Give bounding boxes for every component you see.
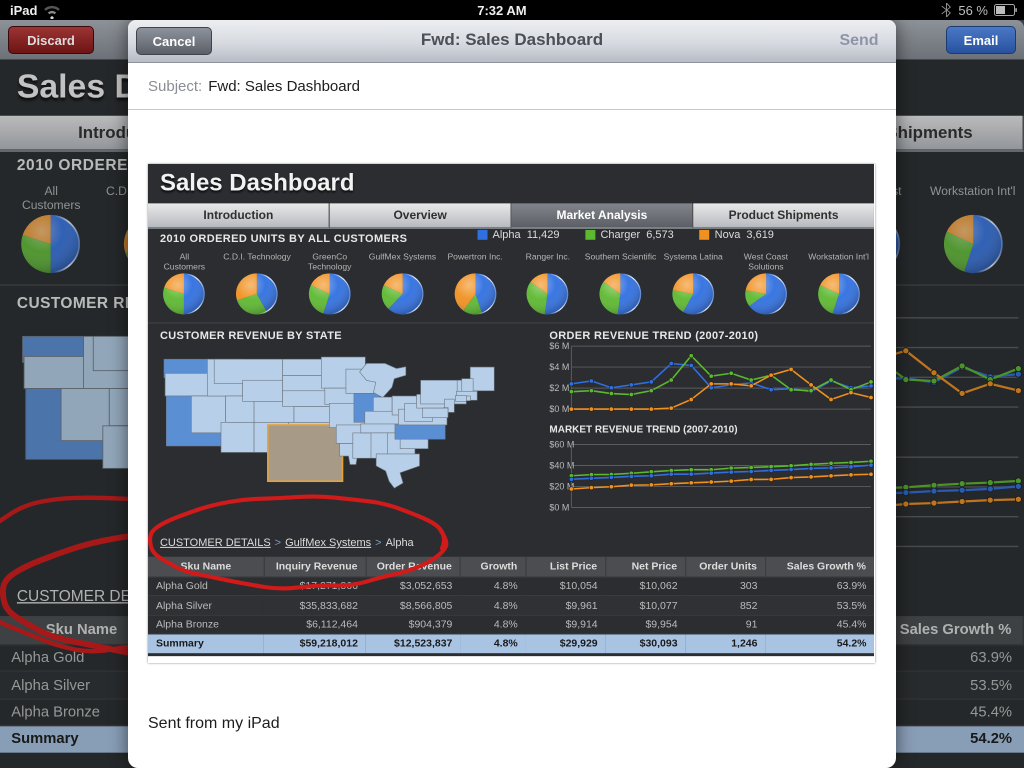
svg-text:$6 M: $6 M [549,342,569,351]
svg-text:$40 M: $40 M [549,461,574,471]
svg-text:$4 M: $4 M [549,362,569,372]
svg-text:$0 M: $0 M [549,404,569,413]
svg-text:$2 M: $2 M [549,383,569,393]
svg-text:$0 M: $0 M [549,503,569,512]
svg-text:$60 M: $60 M [549,441,574,450]
